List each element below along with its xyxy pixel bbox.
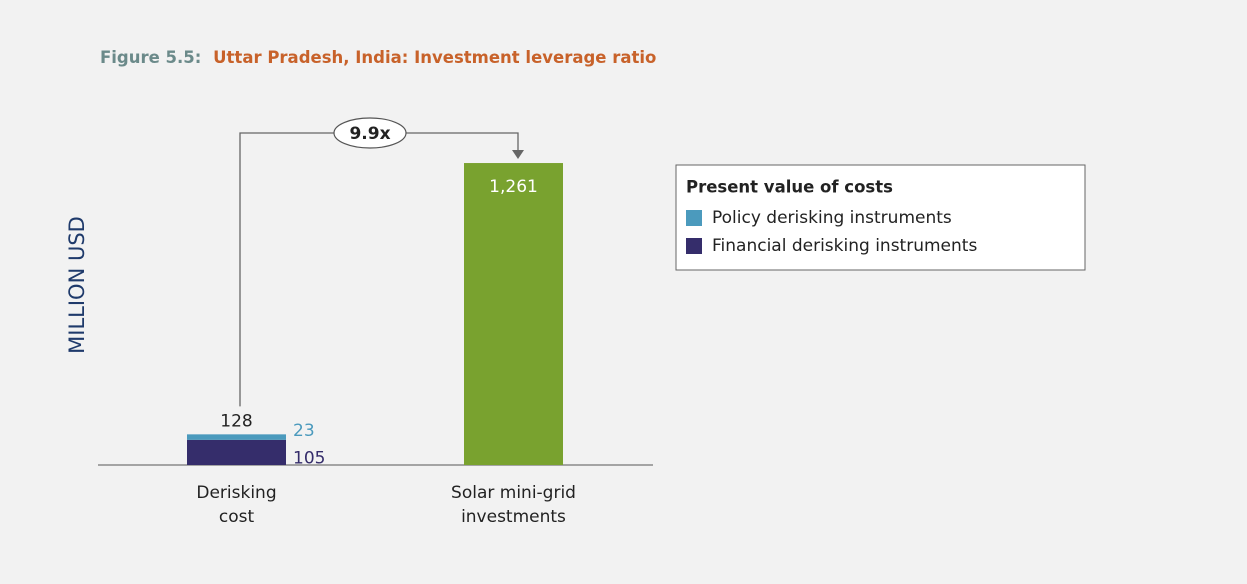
bar: [464, 163, 563, 465]
bar-label: 1,261: [489, 177, 538, 197]
legend-box: [675, 164, 1086, 271]
legend-label: Policy derisking instruments: [712, 208, 952, 228]
legend-swatch: [686, 238, 702, 254]
bar-segment: [187, 439, 286, 465]
arrow-head: [512, 150, 524, 160]
total-label: 128: [220, 411, 252, 431]
y-axis-label: MILLION USD: [65, 216, 89, 354]
title-text: Uttar Pradesh, India: Investment leverag…: [213, 48, 656, 67]
bar-segment: [187, 434, 286, 440]
legend-title: Present value of costs: [686, 178, 893, 197]
segment-label: 105: [293, 448, 325, 468]
annotation-oval: [333, 117, 407, 149]
title-prefix: Figure 5.5:: [100, 48, 201, 67]
legend-swatch: [686, 210, 702, 226]
x-tick-label: Solar mini-grid investments: [451, 483, 576, 527]
annotation: 9.9x: [349, 124, 390, 144]
segment-label: 23: [293, 421, 315, 441]
legend-label: Financial derisking instruments: [712, 236, 977, 256]
x-tick-label: Derisking cost: [196, 483, 277, 527]
chart-title: Figure 5.5: Uttar Pradesh, India: Invest…: [100, 48, 656, 67]
